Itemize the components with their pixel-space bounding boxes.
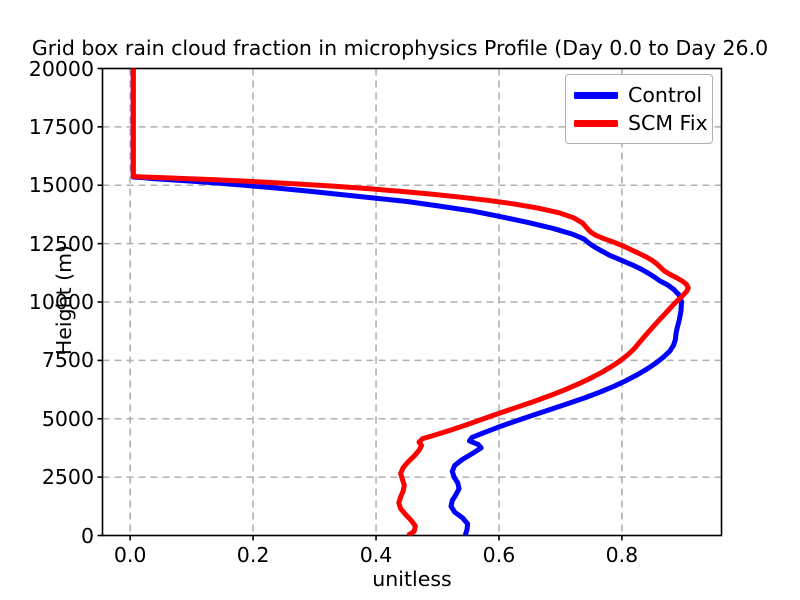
- series-line-scm-fix: [130, 68, 691, 536]
- chart-legend: Control SCM Fix: [565, 74, 713, 144]
- chart-title: Grid box rain cloud fraction in microphy…: [31, 36, 769, 60]
- x-tick-label: 0.0: [113, 543, 147, 567]
- y-tick-label: 5000: [41, 406, 94, 431]
- y-tick-label: 12500: [28, 231, 94, 256]
- grid-lines: [102, 68, 722, 536]
- x-tick-label: 0.4: [359, 543, 393, 567]
- legend-label-scm-fix: SCM Fix: [628, 111, 708, 135]
- y-tick-label: 0: [80, 523, 94, 548]
- y-tick-label: 10000: [28, 290, 94, 314]
- legend-item-scm-fix[interactable]: SCM Fix: [574, 109, 708, 137]
- legend-swatch-scm-fix: [574, 119, 618, 127]
- series-line-control: [130, 68, 685, 536]
- y-tick-label: 7500: [41, 348, 94, 373]
- y-tick-label: 17500: [28, 114, 94, 139]
- y-tick-label: 2500: [41, 465, 94, 490]
- y-tick-label: 20000: [28, 56, 94, 81]
- legend-item-control[interactable]: Control: [574, 81, 704, 109]
- x-tick-label: 0.6: [482, 543, 516, 567]
- legend-swatch-control: [574, 91, 618, 99]
- axis-tickmarks: [97, 67, 623, 541]
- y-axis-tick-labels: 0 2500 5000 7500 10000 12500 15000 17500 20000: [0, 0, 94, 600]
- legend-label-control: Control: [628, 83, 703, 107]
- x-axis-label: unitless: [372, 567, 452, 591]
- x-tick-label: 0.8: [605, 543, 639, 567]
- data-series-group: [130, 68, 691, 536]
- y-tick-label: 15000: [28, 173, 94, 198]
- x-tick-label: 0.2: [236, 543, 270, 567]
